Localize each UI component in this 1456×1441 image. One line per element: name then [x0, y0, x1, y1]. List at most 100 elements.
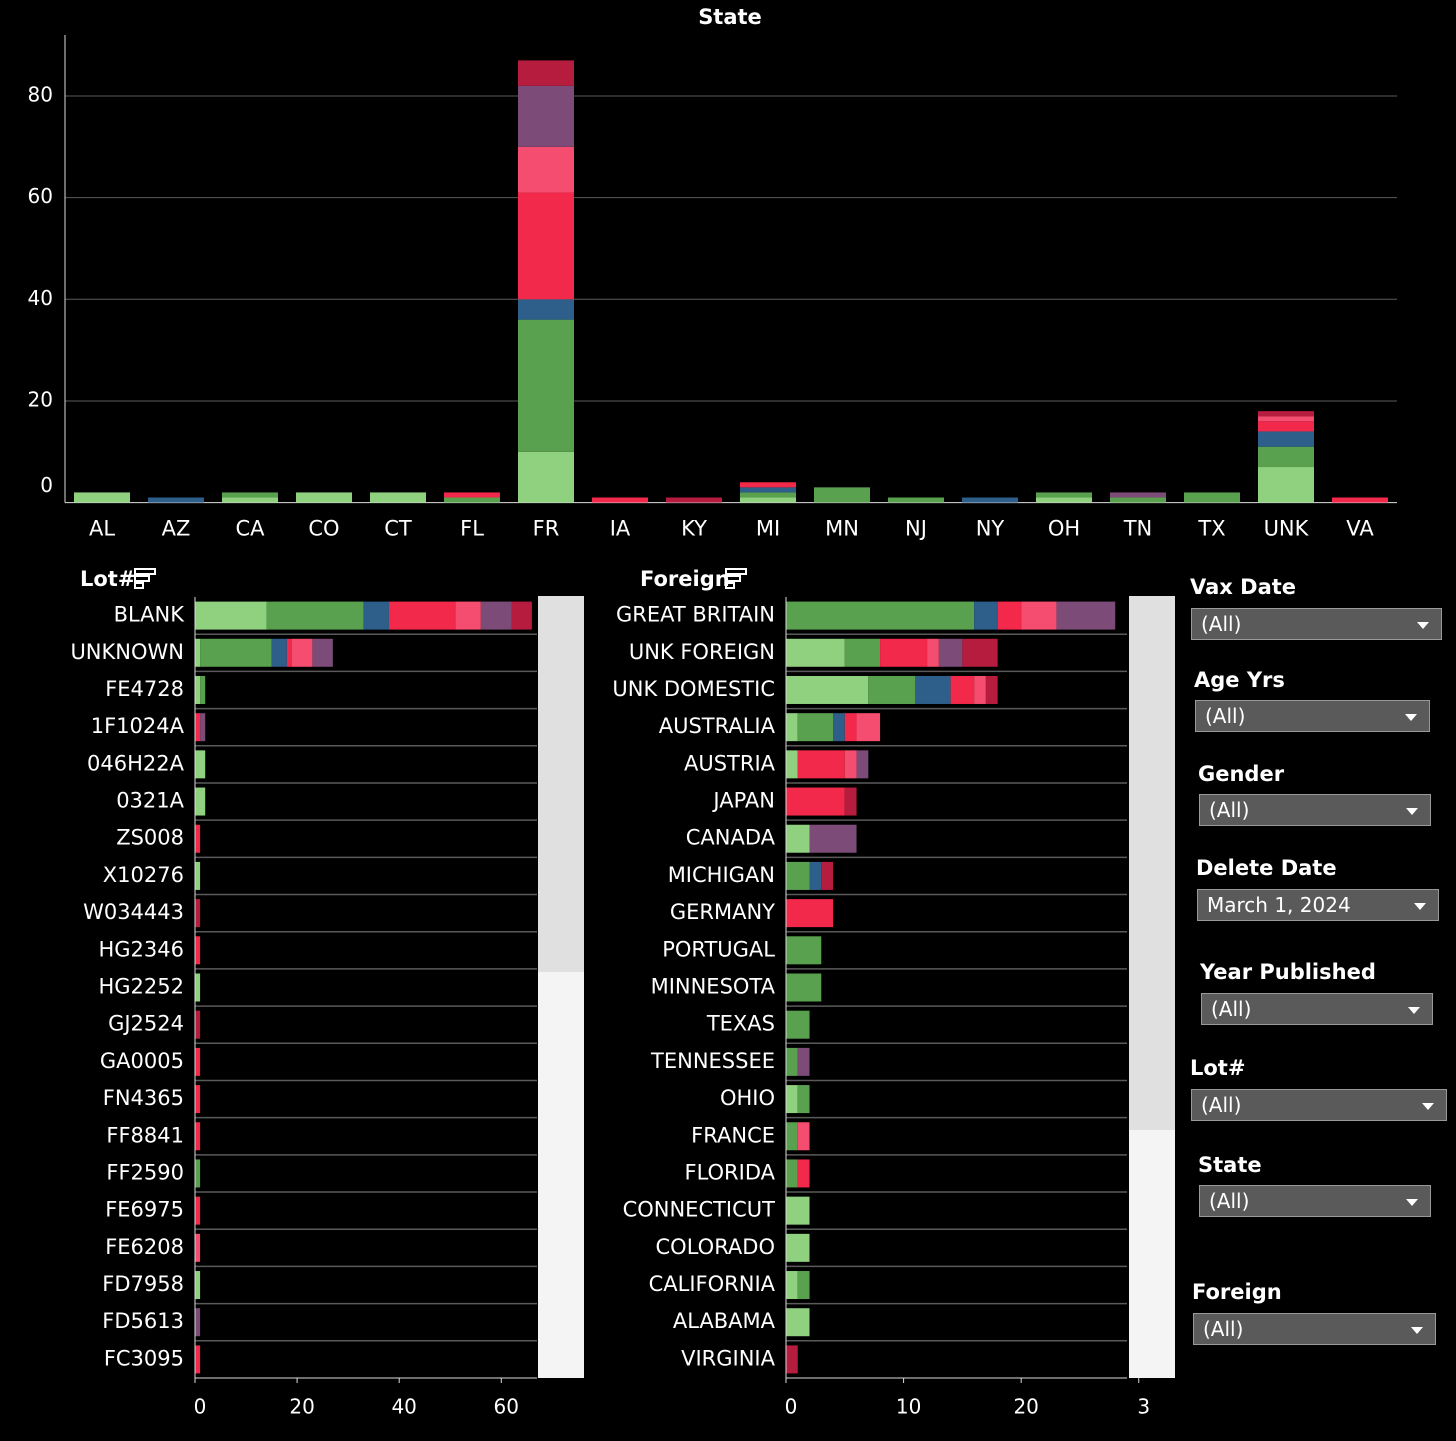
bar-segment: [797, 1159, 810, 1188]
y-tick-label: VIRGINIA: [681, 1346, 776, 1370]
x-tick-label: TX: [1197, 517, 1225, 541]
filter-dropdown[interactable]: (All): [1191, 608, 1442, 640]
bar-segment: [844, 713, 857, 742]
bar-segment: [997, 601, 1022, 630]
bar-segment: [844, 638, 881, 667]
bar-segment: [797, 750, 845, 779]
sort-icon[interactable]: [725, 568, 747, 589]
bar-segment: [312, 638, 333, 667]
filter-label: Gender: [1198, 762, 1285, 786]
filter-value: March 1, 2024: [1207, 893, 1351, 917]
x-tick-label: 60: [494, 1395, 519, 1419]
y-tick-label: GREAT BRITAIN: [616, 603, 775, 627]
filter-dropdown[interactable]: (All): [1199, 794, 1431, 826]
bar-segment: [195, 1308, 201, 1337]
bar-segment: [195, 824, 201, 853]
y-tick-label: OHIO: [720, 1086, 775, 1110]
bar-segment: [511, 601, 532, 630]
bar-segment: [370, 492, 426, 503]
sort-icon[interactable]: [134, 568, 156, 589]
filter-dropdown[interactable]: (All): [1195, 700, 1430, 732]
bar-segment: [844, 750, 857, 779]
y-tick-label: FLORIDA: [684, 1160, 775, 1184]
bar-segment: [809, 824, 857, 853]
y-tick-label: FC3095: [104, 1346, 184, 1370]
bar-segment: [1258, 421, 1314, 432]
y-tick-label: MICHIGAN: [668, 863, 775, 887]
bar-segment: [195, 1196, 201, 1225]
y-tick-label: W034443: [83, 900, 184, 924]
y-tick-label: CALIFORNIA: [649, 1272, 776, 1296]
bar-segment: [786, 675, 869, 704]
y-tick-label: 046H22A: [87, 751, 185, 775]
bar-segment: [1258, 467, 1314, 503]
x-tick-label: MI: [756, 517, 780, 541]
bar-segment: [195, 1271, 201, 1300]
bar-segment: [797, 1122, 810, 1151]
filter-dropdown[interactable]: (All): [1201, 993, 1433, 1025]
bar-segment: [786, 1345, 798, 1374]
scrollbar-track[interactable]: [538, 972, 584, 1378]
bar-segment: [1258, 431, 1314, 447]
bar-segment: [195, 1233, 201, 1262]
filter-label: Year Published: [1200, 960, 1376, 984]
y-tick-label: FF2590: [106, 1160, 184, 1184]
y-tick-label: 40: [28, 286, 53, 310]
x-tick-label: 3: [1137, 1395, 1150, 1419]
filter-dropdown[interactable]: (All): [1193, 1313, 1436, 1345]
x-tick-label: FL: [460, 517, 484, 541]
dropdown-arrow: [1406, 808, 1418, 815]
bar-segment: [1258, 411, 1314, 417]
y-tick-label: TENNESSEE: [650, 1049, 775, 1073]
filter-value: (All): [1209, 798, 1250, 822]
bar-segment: [786, 713, 798, 742]
bar-segment: [786, 787, 845, 816]
bar-segment: [786, 601, 975, 630]
bar-segment: [363, 601, 389, 630]
y-tick-label: FF8841: [106, 1123, 184, 1147]
bar-segment: [962, 638, 998, 667]
x-tick-label: 40: [391, 1395, 416, 1419]
y-tick-label: GA0005: [100, 1049, 184, 1073]
y-tick-label: HG2346: [98, 937, 184, 961]
y-tick-label: AUSTRALIA: [659, 714, 776, 738]
x-tick-label: 20: [1013, 1395, 1038, 1419]
x-tick-label: VA: [1346, 517, 1374, 541]
bar-segment: [950, 675, 975, 704]
x-tick-label: NY: [976, 517, 1005, 541]
y-tick-label: FRANCE: [691, 1123, 775, 1147]
x-tick-label: 0: [194, 1395, 207, 1419]
bar-segment: [1056, 601, 1116, 630]
bar-segment: [195, 601, 267, 630]
filter-value: (All): [1211, 997, 1252, 1021]
y-tick-label: 0321A: [116, 789, 184, 813]
bar-segment: [915, 675, 951, 704]
x-tick-label: OH: [1048, 517, 1080, 541]
bar-segment: [592, 497, 648, 503]
bar-segment: [1184, 492, 1240, 503]
filter-dropdown[interactable]: March 1, 2024: [1197, 889, 1439, 921]
scrollbar-thumb[interactable]: [538, 596, 584, 972]
x-tick-label: NJ: [905, 517, 927, 541]
filter-dropdown[interactable]: (All): [1199, 1185, 1431, 1217]
bar-segment: [974, 601, 998, 630]
y-tick-label: CONNECTICUT: [623, 1198, 776, 1222]
bar-segment: [195, 1159, 201, 1188]
x-tick-label: 10: [896, 1395, 921, 1419]
filter-label: Age Yrs: [1194, 668, 1285, 692]
bar-segment: [1110, 492, 1166, 498]
y-tick-label: TEXAS: [706, 1012, 775, 1036]
filter-label: Vax Date: [1190, 575, 1297, 599]
x-tick-label: CT: [384, 517, 412, 541]
bar-segment: [797, 1271, 810, 1300]
scrollbar-track[interactable]: [1129, 1130, 1175, 1378]
y-tick-label: MINNESOTA: [651, 975, 776, 999]
scrollbar-thumb[interactable]: [1129, 596, 1175, 1130]
filter-dropdown[interactable]: (All): [1191, 1089, 1447, 1121]
bar-segment: [786, 1271, 798, 1300]
x-tick-label: MN: [825, 517, 859, 541]
bar-segment: [740, 492, 796, 498]
y-tick-label: FE6208: [105, 1235, 184, 1259]
x-tick-label: CO: [308, 517, 339, 541]
